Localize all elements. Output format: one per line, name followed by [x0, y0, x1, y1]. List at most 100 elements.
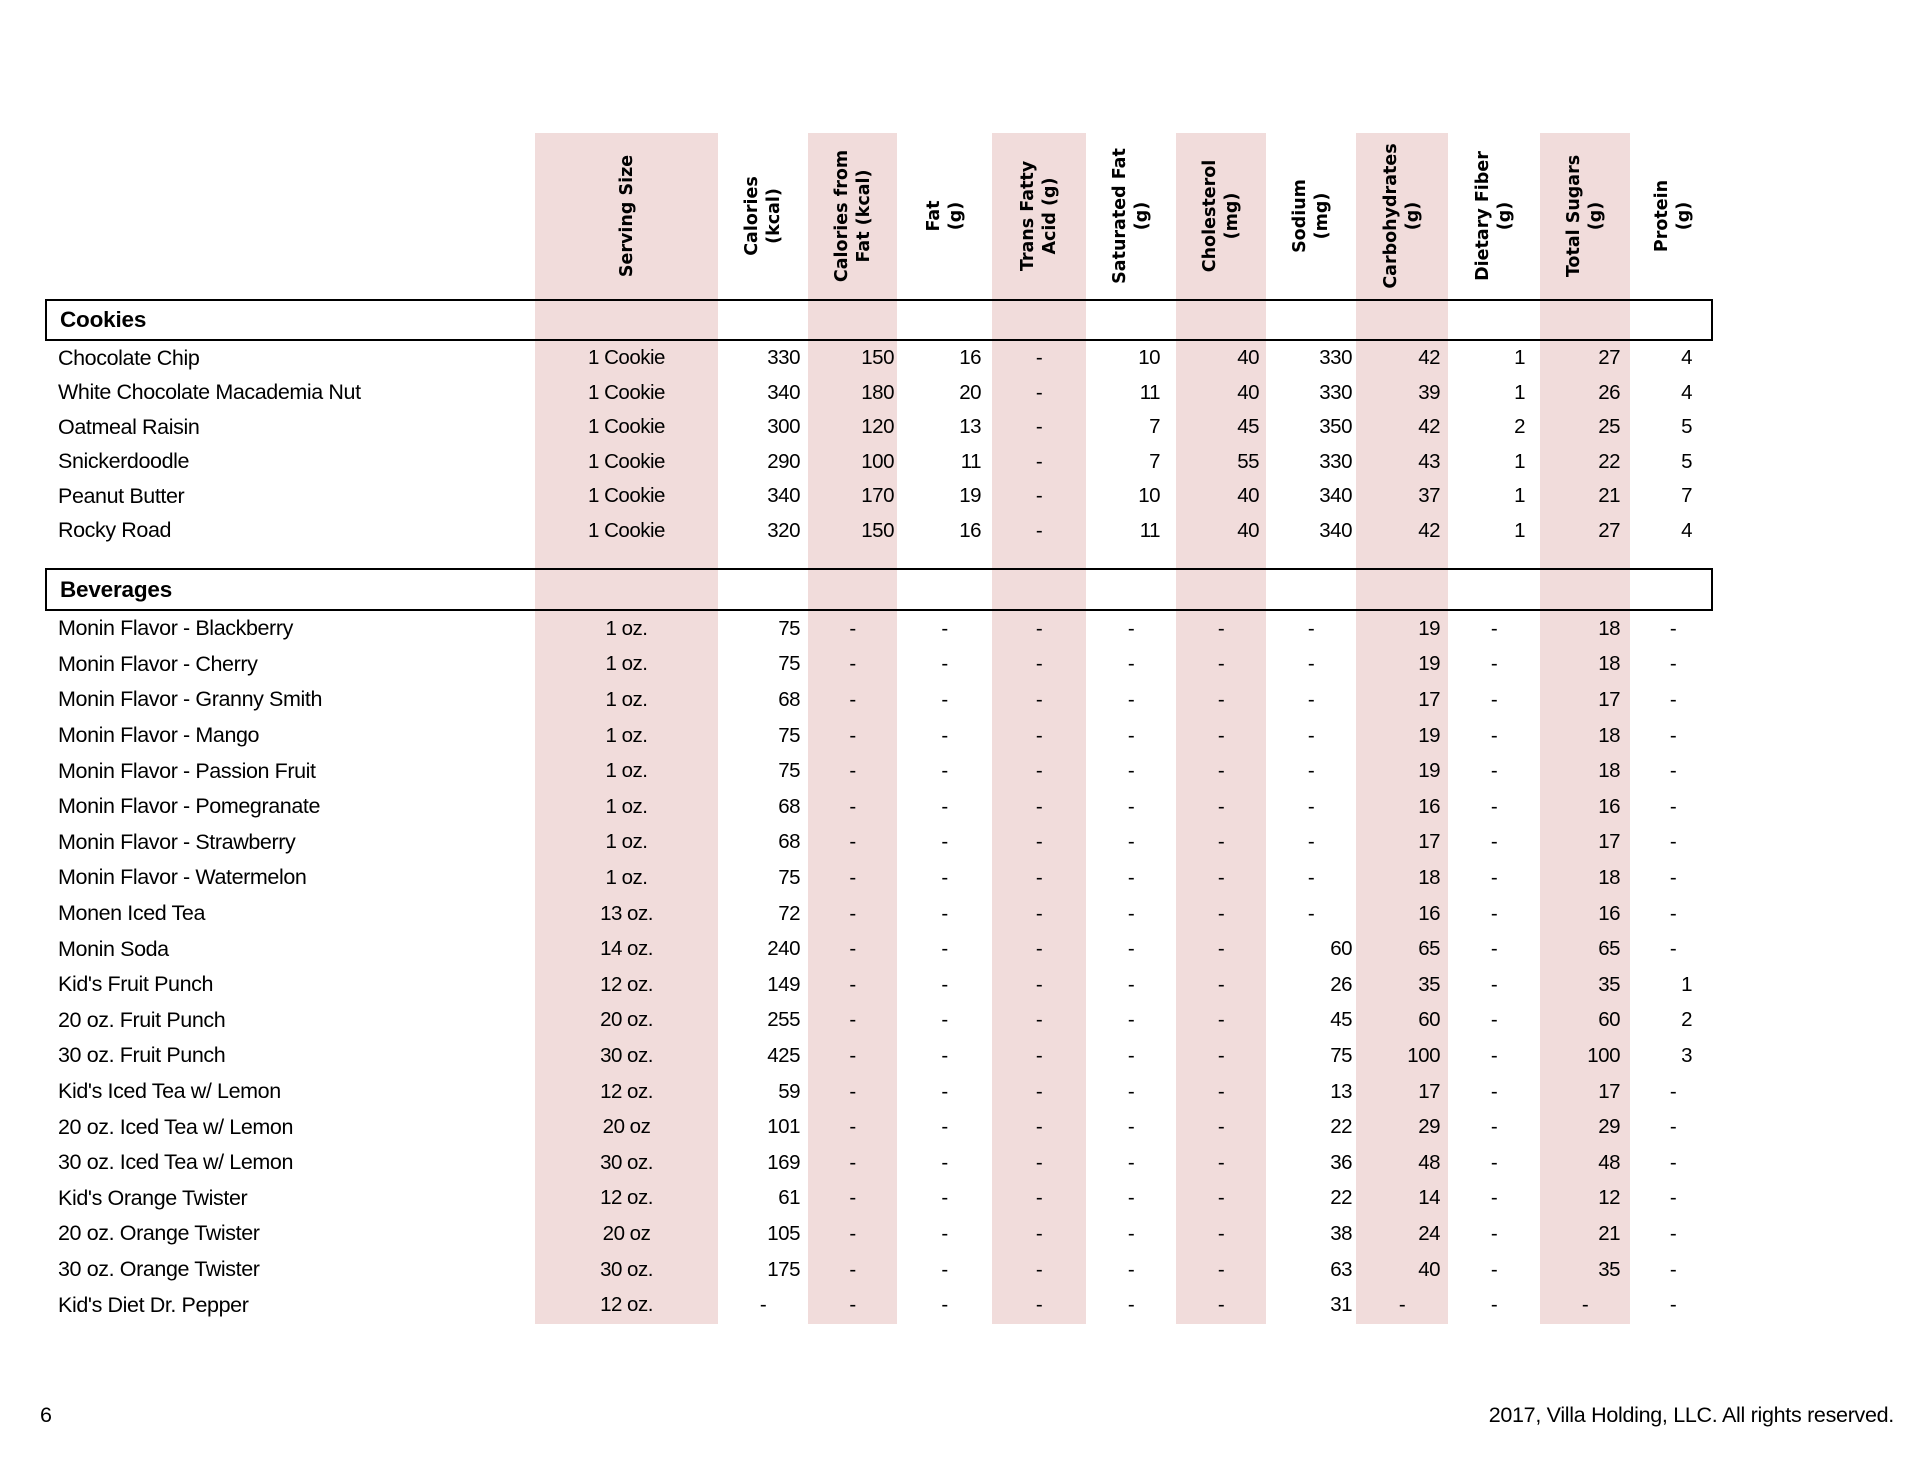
table-cell: -: [1217, 616, 1225, 640]
table-cell: 180: [861, 380, 894, 404]
table-cell: 320: [767, 518, 800, 542]
table-cell: -: [1127, 972, 1135, 996]
table-cell: -: [1217, 1150, 1225, 1174]
table-cell: -: [941, 1079, 948, 1103]
table-cell: -: [1217, 1043, 1225, 1067]
table-cell: -: [1127, 937, 1135, 961]
table-cell: 72: [778, 901, 800, 925]
table-cell: -: [1307, 865, 1315, 889]
table-cell: 30 oz.: [600, 1257, 653, 1281]
table-cell: 13: [959, 415, 981, 439]
table-cell: 4: [1681, 346, 1692, 370]
row-name: Monen Iced Tea: [58, 901, 205, 926]
table-cell: -: [849, 830, 856, 854]
table-cell: 1 oz.: [605, 830, 648, 854]
table-cell: -: [1490, 687, 1498, 711]
table-cell: 16: [1598, 794, 1620, 818]
section-title: Beverages: [60, 576, 173, 602]
table-cell: 65: [1598, 937, 1620, 961]
row-name: Rocky Road: [58, 518, 172, 543]
column-header: Calories from Fat (kcal): [808, 133, 897, 299]
table-cell: -: [1035, 415, 1043, 439]
table-cell: -: [1127, 1186, 1135, 1210]
table-cell: 14 oz.: [600, 937, 653, 961]
table-cell: -: [849, 972, 856, 996]
table-cell: -: [941, 972, 948, 996]
table-cell: 101: [767, 1115, 800, 1139]
table-cell: 20 oz.: [600, 1008, 653, 1032]
table-cell: 4: [1681, 518, 1692, 542]
table-cell: 19: [1418, 759, 1440, 783]
table-cell: 61: [778, 1186, 800, 1210]
table-cell: -: [1669, 1221, 1677, 1245]
table-cell: 1 Cookie: [588, 415, 665, 439]
column-band: [808, 133, 897, 1324]
column-header-label: Calories (kcal): [742, 176, 784, 256]
section-title: Cookies: [60, 307, 147, 332]
column-header-label: Cholesterol (mg): [1200, 159, 1242, 273]
table-cell: 1: [1681, 972, 1692, 996]
table-cell: 18: [1598, 616, 1620, 640]
table-cell: 240: [767, 937, 800, 961]
table-cell: 40: [1237, 518, 1259, 542]
table-cell: -: [941, 1115, 948, 1139]
table-cell: 20: [959, 380, 981, 404]
table-cell: 5: [1681, 449, 1692, 473]
table-cell: -: [1217, 1115, 1225, 1139]
table-cell: -: [1217, 652, 1225, 676]
table-cell: -: [1035, 1221, 1043, 1245]
table-cell: -: [941, 1257, 948, 1281]
column-band: [992, 133, 1086, 1324]
table-cell: 330: [767, 346, 800, 370]
row-name: Monin Flavor - Pomegranate: [58, 794, 321, 819]
table-cell: -: [941, 794, 948, 818]
table-cell: 17: [1418, 687, 1440, 711]
row-name: White Chocolate Macademia Nut: [58, 380, 361, 405]
table-cell: 55: [1237, 449, 1259, 473]
table-cell: -: [941, 1186, 948, 1210]
table-cell: 59: [778, 1079, 800, 1103]
table-cell: 24: [1418, 1221, 1440, 1245]
row-name: Monin Soda: [58, 936, 169, 961]
table-cell: 36: [1330, 1150, 1352, 1174]
table-cell: -: [1490, 723, 1498, 747]
table-cell: -: [1217, 865, 1225, 889]
footer-copyright: 2017, Villa Holding, LLC. All rights res…: [1488, 1402, 1895, 1427]
table-cell: 2: [1681, 1008, 1692, 1032]
table-cell: 290: [767, 449, 800, 473]
column-band: [535, 133, 718, 1324]
table-cell: 100: [1407, 1043, 1440, 1067]
table-cell: 12 oz.: [600, 972, 653, 996]
table-cell: -: [1035, 1115, 1043, 1139]
table-cell: 25: [1598, 415, 1620, 439]
column-band: [1356, 133, 1448, 1324]
table-cell: -: [849, 901, 856, 925]
table-cell: -: [849, 687, 856, 711]
table-cell: -: [1398, 1293, 1406, 1317]
table-cell: -: [1127, 759, 1135, 783]
column-header-label: Protein (g): [1652, 179, 1694, 253]
table-cell: 10: [1138, 484, 1160, 508]
table-cell: -: [1127, 1115, 1135, 1139]
column-band: [1540, 133, 1630, 1324]
table-cell: -: [1490, 1115, 1498, 1139]
table-cell: -: [941, 1150, 948, 1174]
row-name: Kid's Fruit Punch: [58, 972, 214, 997]
table-cell: -: [941, 687, 948, 711]
table-cell: 16: [959, 346, 981, 370]
table-cell: 7: [1149, 415, 1160, 439]
table-cell: 1 Cookie: [588, 380, 665, 404]
table-cell: 39: [1418, 380, 1440, 404]
table-cell: 26: [1598, 380, 1620, 404]
table-cell: 43: [1418, 449, 1440, 473]
table-cell: -: [1127, 1150, 1135, 1174]
table-cell: 42: [1418, 346, 1440, 370]
table-cell: -: [941, 616, 948, 640]
table-cell: -: [1035, 687, 1043, 711]
table-cell: -: [1307, 901, 1315, 925]
table-cell: 13: [1330, 1079, 1352, 1103]
table-cell: -: [1127, 1079, 1135, 1103]
table-cell: -: [1490, 972, 1498, 996]
table-cell: -: [1035, 794, 1043, 818]
table-cell: 75: [778, 759, 800, 783]
